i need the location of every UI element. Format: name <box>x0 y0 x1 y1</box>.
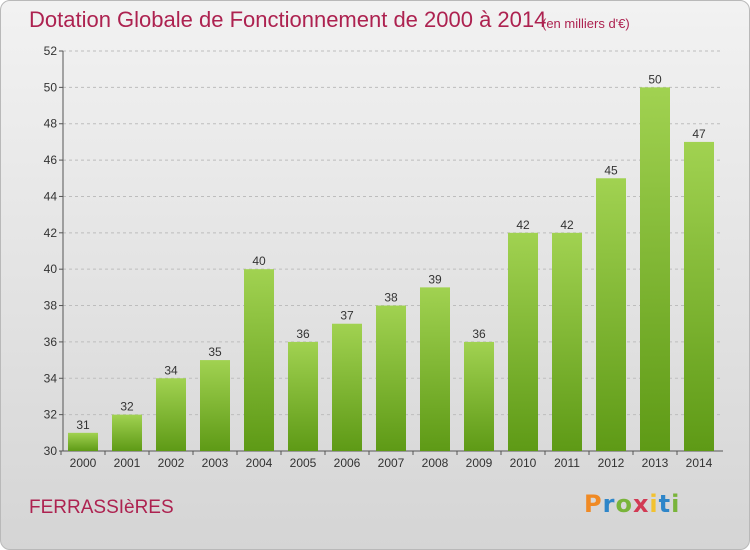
bar <box>640 87 670 451</box>
bar-value-label: 39 <box>428 272 442 286</box>
bar <box>200 360 230 451</box>
chart-unit: (en milliers d'€) <box>542 16 630 31</box>
x-tick-label: 2007 <box>378 456 405 470</box>
bar-value-label: 40 <box>252 254 266 268</box>
bar-value-label: 32 <box>120 400 134 414</box>
commune-name: FERRASSIèRES <box>29 497 174 518</box>
y-tick-label: 36 <box>44 335 58 349</box>
y-tick-label: 42 <box>44 226 58 240</box>
bar-value-label: 31 <box>76 418 90 432</box>
x-tick-label: 2004 <box>246 456 273 470</box>
x-tick-label: 2003 <box>202 456 229 470</box>
bar <box>464 341 494 451</box>
x-tick-label: 2008 <box>422 456 449 470</box>
bar-value-label: 35 <box>208 345 222 359</box>
chart-title: Dotation Globale de Fonctionnement de 20… <box>29 7 547 32</box>
bar-value-label: 42 <box>560 218 574 232</box>
bar-value-label: 42 <box>516 218 530 232</box>
x-tick-label: 2011 <box>554 456 580 470</box>
x-tick-label: 2010 <box>510 456 537 470</box>
x-tick-label: 2005 <box>290 456 317 470</box>
bar <box>420 287 450 451</box>
bar <box>508 232 538 451</box>
y-tick-label: 32 <box>44 408 58 422</box>
bar-value-label: 38 <box>384 291 398 305</box>
x-tick-label: 2000 <box>70 456 97 470</box>
y-tick-label: 34 <box>44 371 58 385</box>
logo-letter: i <box>649 490 659 518</box>
x-tick-label: 2014 <box>686 456 713 470</box>
bar <box>552 232 582 451</box>
y-tick-label: 38 <box>44 299 58 313</box>
x-tick-label: 2009 <box>466 456 493 470</box>
bar <box>288 341 318 451</box>
y-tick-label: 46 <box>44 153 58 167</box>
x-tick-label: 2001 <box>114 456 141 470</box>
y-tick-label: 30 <box>44 444 58 458</box>
bar <box>376 305 406 451</box>
x-tick-label: 2012 <box>598 456 625 470</box>
y-tick-label: 50 <box>44 80 58 94</box>
y-tick-label: 52 <box>44 44 58 58</box>
bars <box>68 87 714 452</box>
bar <box>68 432 98 451</box>
logo-letter: r <box>602 490 616 518</box>
bar-value-label: 37 <box>340 309 354 323</box>
bar <box>244 269 274 451</box>
x-tick-label: 2006 <box>334 456 361 470</box>
labels: 30 32 34 36 38 40 42 44 46 48 50 52 31 2000 32 2001 34 20… <box>44 44 713 470</box>
logo-letter: P <box>584 490 603 518</box>
bar <box>156 378 186 451</box>
proxiti-logo: Proxiti <box>584 490 680 518</box>
bar <box>684 141 714 451</box>
bar <box>112 414 142 451</box>
logo-letter: t <box>658 490 672 518</box>
x-tick-label: 2002 <box>158 456 185 470</box>
bar-value-label: 50 <box>648 72 662 86</box>
bar-value-label: 34 <box>164 363 178 377</box>
logo-letter: i <box>671 490 681 518</box>
bar-value-label: 45 <box>604 163 618 177</box>
x-tick-label: 2013 <box>642 456 669 470</box>
y-tick-label: 40 <box>44 262 58 276</box>
bar-value-label: 36 <box>472 327 486 341</box>
y-tick-label: 44 <box>44 189 58 203</box>
bar-value-label: 47 <box>692 127 706 141</box>
bar-value-label: 36 <box>296 327 310 341</box>
logo-letter: x <box>632 490 650 518</box>
bar <box>596 178 626 452</box>
y-tick-label: 48 <box>44 117 58 131</box>
logo-letter: o <box>615 490 633 518</box>
bar <box>332 323 362 451</box>
